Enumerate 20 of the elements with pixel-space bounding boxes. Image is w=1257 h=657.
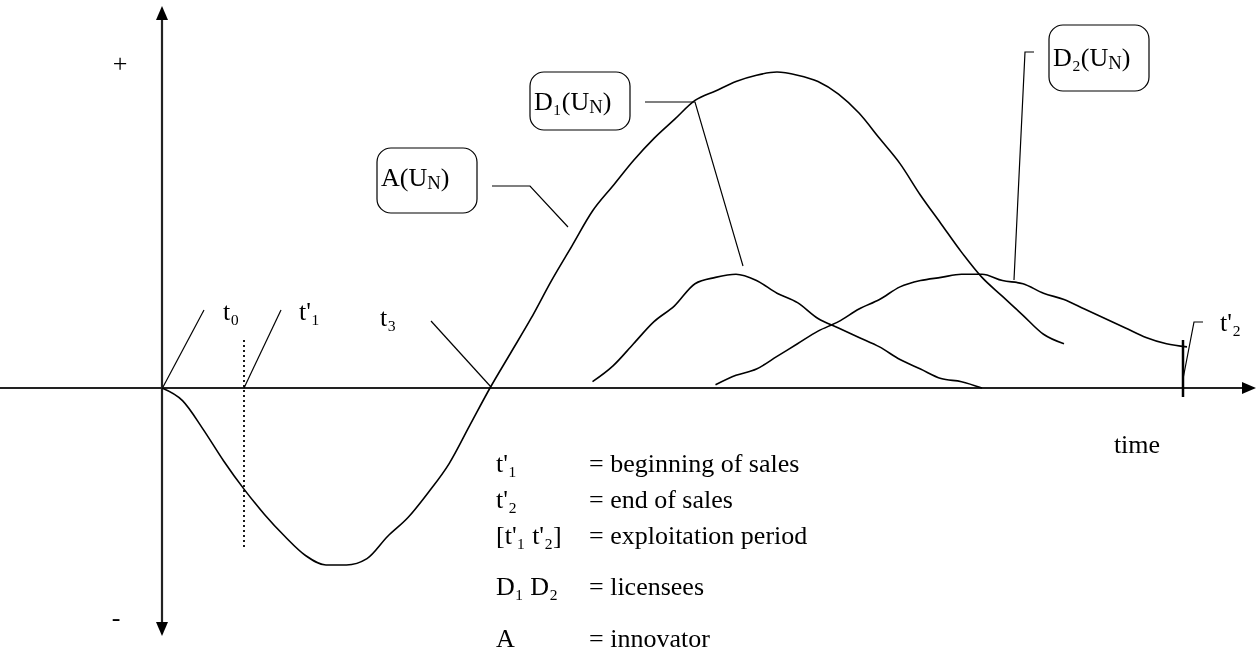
annotation: = exploitation period (589, 521, 808, 550)
annotation: t₃ (380, 303, 397, 332)
text: D₁ D₂ (496, 572, 559, 601)
text: = innovator (589, 624, 711, 653)
text: A (496, 624, 515, 653)
annotation: = beginning of sales (589, 449, 800, 478)
annotation: t'₁ (496, 449, 517, 478)
text: A(U$_{N}$) (381, 163, 450, 193)
annotation: t'₁ (299, 297, 320, 326)
x-axis-title: time (1113, 430, 1161, 459)
annotation: = end of sales (589, 485, 733, 514)
text: D₂(U$_{N}$) (1053, 43, 1131, 73)
annotation: t'₂ (496, 485, 517, 514)
annotation: [t'₁ t'₂] (496, 521, 562, 550)
text: + (112, 49, 128, 78)
annotation: t'₂ (1220, 308, 1241, 337)
text: = licensees (589, 572, 705, 601)
text: D₁(U$_{N}$) (534, 87, 612, 117)
text: - (111, 603, 121, 632)
annotation: t₀ (223, 297, 240, 326)
